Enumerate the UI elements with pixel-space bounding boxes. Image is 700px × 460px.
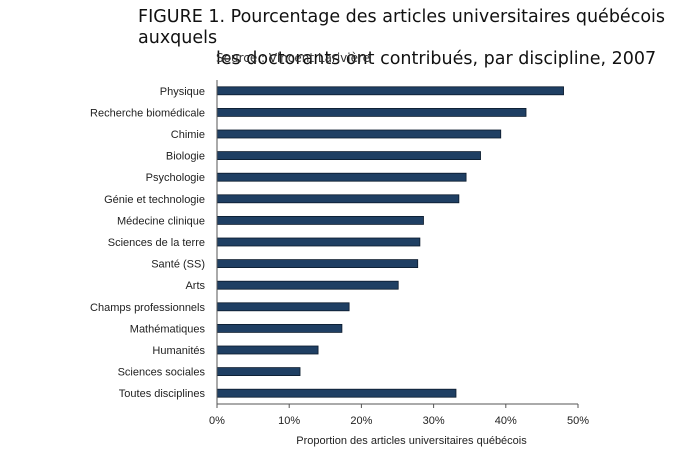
x-tick-label: 50% [567, 415, 589, 427]
category-label: Sciences sociales [118, 367, 206, 379]
category-label: Toutes disciplines [119, 388, 206, 400]
bar [216, 323, 343, 333]
bar [216, 172, 467, 182]
bar [216, 151, 481, 161]
x-axis-label: Proportion des articles universitaires q… [296, 435, 527, 447]
bars-group [216, 86, 564, 398]
bar [216, 108, 527, 117]
category-label: Arts [185, 280, 205, 292]
x-tick-label: 10% [278, 415, 300, 427]
chart-title: FIGURE 1. Pourcentage des articles unive… [138, 7, 698, 70]
category-label: Recherche biomédicale [90, 107, 205, 119]
bar [216, 237, 421, 247]
category-labels: Physique Recherche biomédicale Chimie Biolo… [90, 86, 205, 400]
x-tick-label: 20% [350, 415, 372, 427]
bar [216, 280, 399, 290]
category-label: Chimie [171, 129, 205, 141]
bar [216, 194, 460, 204]
chart-title-line1: FIGURE 1. Pourcentage des articles unive… [138, 7, 665, 48]
category-label: Santé (SS) [151, 259, 205, 271]
chart-title-line2: les doctorants ont contribués, par disci… [216, 49, 657, 69]
category-label: Champs professionnels [90, 302, 205, 314]
bar [216, 388, 457, 398]
category-label: Psychologie [146, 172, 205, 184]
bar [216, 259, 419, 269]
category-label: Mathématiques [130, 323, 206, 335]
category-label: Génie et technologie [104, 194, 205, 206]
bar [216, 345, 319, 355]
bar [216, 129, 502, 139]
category-label: Sciences de la terre [108, 237, 205, 249]
bar [216, 215, 424, 225]
x-ticks: 0% 10% 20% 30% 40% 50% [209, 404, 589, 427]
category-label: Humanités [152, 345, 205, 357]
chart-source: Source : Vincent Larivière [216, 51, 371, 65]
category-label: Biologie [166, 151, 205, 163]
category-label: Physique [160, 86, 205, 98]
x-tick-label: 30% [423, 415, 445, 427]
bar [216, 302, 350, 312]
x-tick-label: 0% [209, 415, 225, 427]
bar [216, 367, 301, 377]
category-label: Médecine clinique [117, 215, 205, 227]
x-tick-label: 40% [495, 415, 517, 427]
bar [216, 86, 564, 96]
